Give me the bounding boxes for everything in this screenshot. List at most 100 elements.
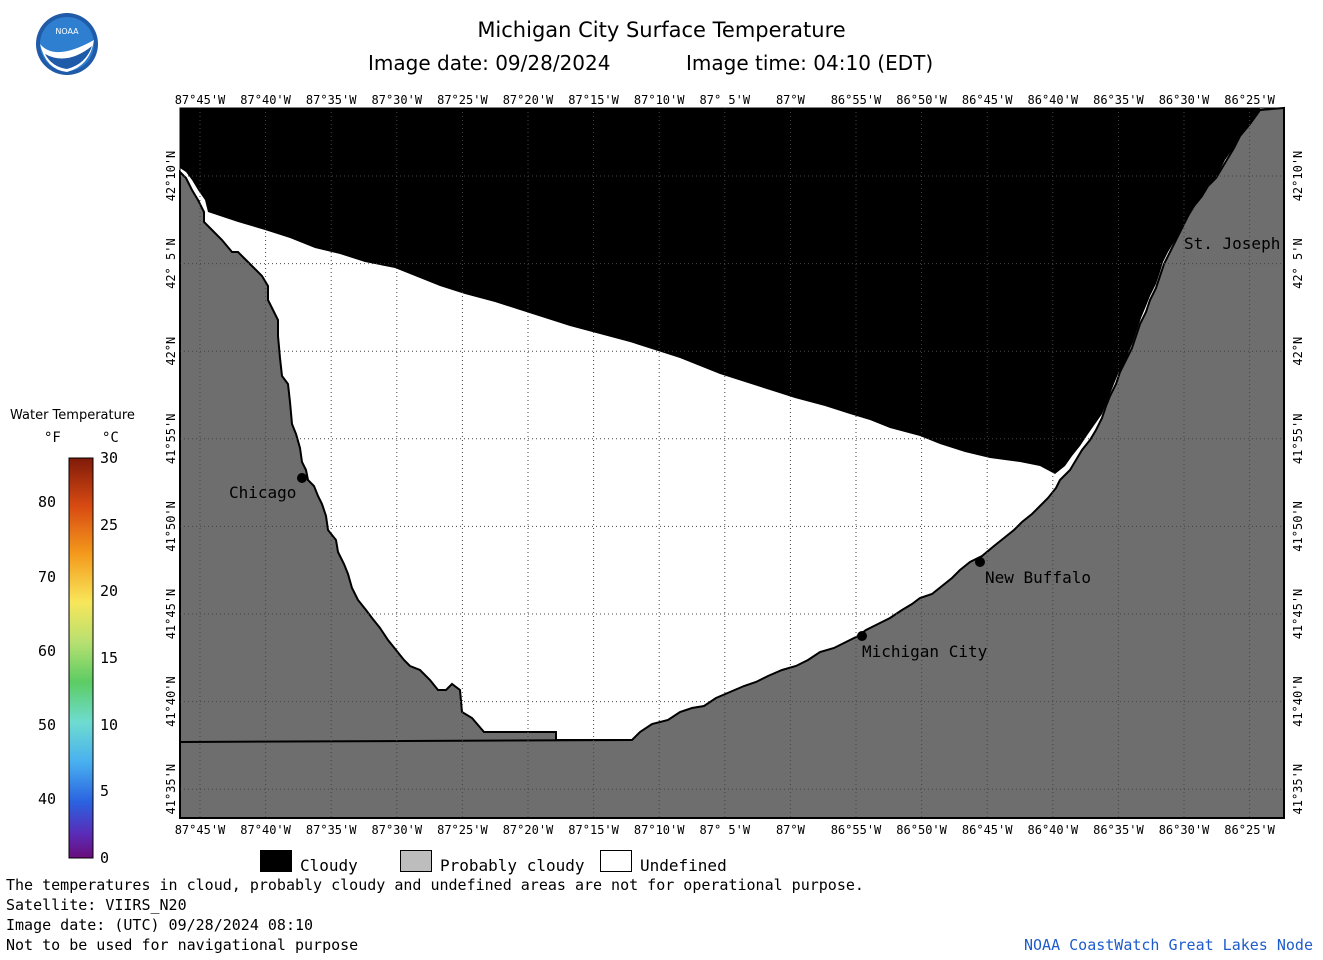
colorbar-c-tick: 30 — [100, 449, 119, 467]
lon-label: 87°40'W — [240, 823, 291, 837]
lon-labels-top: 87°45'W 87°40'W 87°35'W 87°30'W 87°25'W 87°20… — [175, 93, 1276, 107]
lon-label: 87°45'W — [175, 93, 226, 107]
lon-label: 86°55'W — [831, 823, 882, 837]
logo-text: NOAA — [55, 27, 79, 36]
lat-label: 41°45'N — [1291, 589, 1305, 640]
lat-label: 41°35'N — [1291, 764, 1305, 815]
page-title: Michigan City Surface Temperature — [477, 18, 846, 42]
lon-label: 86°30'W — [1159, 823, 1210, 837]
lon-label: 87°35'W — [306, 823, 357, 837]
colorbar — [68, 457, 94, 859]
image-date: Image date: 09/28/2024 — [368, 51, 611, 75]
lat-label: 41°55'N — [164, 414, 178, 465]
lon-label: 87°40'W — [240, 93, 291, 107]
lon-label: 87°25'W — [437, 93, 488, 107]
lon-label: 86°45'W — [962, 93, 1013, 107]
colorbar-c-tick: 25 — [100, 515, 119, 534]
legend-label-cloudy: Cloudy — [300, 856, 358, 875]
lon-label: 86°50'W — [896, 823, 947, 837]
lon-label: 87°35'W — [306, 93, 357, 107]
unit-f: °F — [44, 430, 61, 446]
legend-swatch-cloudy — [260, 850, 292, 872]
lat-label: 42°10'N — [164, 151, 178, 202]
lon-labels-bottom: 87°45'W 87°40'W 87°35'W 87°30'W 87°25'W 87°20… — [175, 823, 1276, 837]
footer-note: The temperatures in cloud, probably clou… — [6, 876, 864, 894]
lon-label: 86°30'W — [1159, 93, 1210, 107]
city-label: New Buffalo — [985, 568, 1091, 587]
lon-label: 86°45'W — [962, 823, 1013, 837]
footer-navigation: Not to be used for navigational purpose — [6, 936, 359, 954]
lat-label: 42°N — [1291, 337, 1305, 366]
lat-label: 41°40'N — [1291, 676, 1305, 727]
lat-label: 41°40'N — [164, 676, 178, 727]
land-east — [179, 106, 1285, 819]
city-new-buffalo: New Buffalo — [975, 557, 1091, 587]
colorbar-title: Water Temperature — [10, 408, 135, 423]
lon-label: 86°35'W — [1093, 93, 1144, 107]
land-west — [179, 169, 819, 819]
lon-label: 87°30'W — [372, 93, 423, 107]
lat-labels-left: 42°10'N 42° 5'N 42°N 41°55'N 41°50'N 41°45'N 4… — [164, 151, 178, 815]
lat-label: 41°55'N — [1291, 414, 1305, 465]
city-chicago: Chicago — [229, 473, 307, 502]
city-michigan-city: Michigan City — [857, 631, 988, 661]
lon-label: 86°25'W — [1224, 93, 1275, 107]
lon-label: 86°40'W — [1028, 93, 1079, 107]
lon-label: 87°W — [776, 93, 806, 107]
colorbar-c-tick: 15 — [100, 649, 119, 667]
lon-label: 87°20'W — [503, 93, 554, 107]
lon-label: 87°45'W — [175, 823, 226, 837]
unit-c: °C — [102, 430, 119, 446]
lat-label: 41°35'N — [164, 764, 178, 815]
graticule — [180, 108, 1284, 818]
lat-label: 41°50'N — [1291, 501, 1305, 552]
lat-label: 42°N — [164, 337, 178, 366]
lon-label: 86°40'W — [1028, 823, 1079, 837]
lat-label: 41°50'N — [164, 501, 178, 552]
lat-labels-right: 42°10'N 42° 5'N 42°N 41°55'N 41°50'N 41°45'N 4… — [1291, 151, 1305, 815]
lon-label: 86°55'W — [831, 93, 882, 107]
lon-label: 87°15'W — [568, 93, 619, 107]
image-time: Image time: 04:10 (EDT) — [686, 51, 934, 75]
city-label: Chicago — [229, 483, 296, 502]
legend-swatch-undefined — [600, 850, 632, 872]
lon-label: 87°15'W — [568, 823, 619, 837]
lon-label: 86°50'W — [896, 93, 947, 107]
colorbar-f-tick: 80 — [38, 493, 57, 512]
lon-label: 87°30'W — [372, 823, 423, 837]
lat-label: 42° 5'N — [1291, 238, 1305, 289]
noaa-logo: NOAA — [36, 13, 98, 75]
lon-label: 86°35'W — [1093, 823, 1144, 837]
colorbar-c-tick: 0 — [100, 849, 110, 867]
legend-swatch-probably-cloudy — [400, 850, 432, 872]
colorbar-c-tick: 5 — [100, 782, 110, 801]
lon-label: 87°10'W — [634, 823, 685, 837]
lon-label: 86°25'W — [1224, 823, 1275, 837]
lon-label: 87° 5'W — [700, 823, 751, 837]
colorbar-f-tick: 50 — [38, 715, 57, 734]
city-st-joseph: St. Joseph — [1184, 234, 1280, 253]
map-frame — [179, 107, 1285, 819]
legend-label-probably-cloudy: Probably cloudy — [440, 856, 585, 875]
lon-label: 87°10'W — [634, 93, 685, 107]
lon-label: 87°25'W — [437, 823, 488, 837]
city-label: St. Joseph — [1184, 234, 1280, 253]
colorbar-c-tick: 20 — [100, 582, 119, 601]
lon-label: 87°20'W — [503, 823, 554, 837]
lon-label: 87°W — [776, 823, 806, 837]
colorbar-f-tick: 70 — [38, 567, 57, 586]
city-label: Michigan City — [862, 642, 988, 661]
colorbar-f-tick: 60 — [38, 641, 57, 660]
footer-satellite: Satellite: VIIRS_N20 — [6, 896, 187, 914]
footer-credit[interactable]: NOAA CoastWatch Great Lakes Node — [1024, 936, 1313, 954]
lat-label: 42° 5'N — [164, 238, 178, 289]
colorbar-c-tick: 10 — [100, 715, 119, 734]
lat-label: 41°45'N — [164, 589, 178, 640]
legend-label-undefined: Undefined — [640, 856, 727, 875]
lon-label: 87° 5'W — [700, 93, 751, 107]
footer-utc-date: Image date: (UTC) 09/28/2024 08:10 — [6, 916, 314, 934]
colorbar-f-tick: 40 — [38, 789, 57, 808]
lat-label: 42°10'N — [1291, 151, 1305, 202]
cloudy-area — [180, 108, 1260, 474]
